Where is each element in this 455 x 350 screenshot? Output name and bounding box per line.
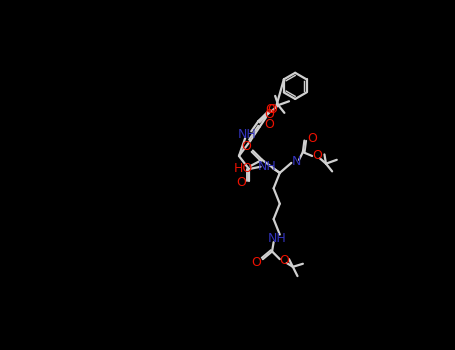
Text: O: O — [307, 132, 317, 145]
Text: O: O — [236, 176, 246, 189]
Text: O: O — [252, 257, 262, 270]
Text: O: O — [264, 108, 274, 121]
Text: O: O — [264, 118, 274, 131]
Text: NH: NH — [258, 160, 276, 173]
Text: O: O — [279, 254, 289, 267]
Text: O: O — [242, 140, 252, 153]
Text: O: O — [267, 103, 277, 116]
Text: NH: NH — [268, 232, 286, 245]
Text: HO: HO — [234, 162, 253, 175]
Text: O: O — [312, 149, 322, 162]
Text: N: N — [291, 155, 301, 168]
Text: O: O — [266, 103, 275, 116]
Text: NH: NH — [238, 128, 256, 141]
